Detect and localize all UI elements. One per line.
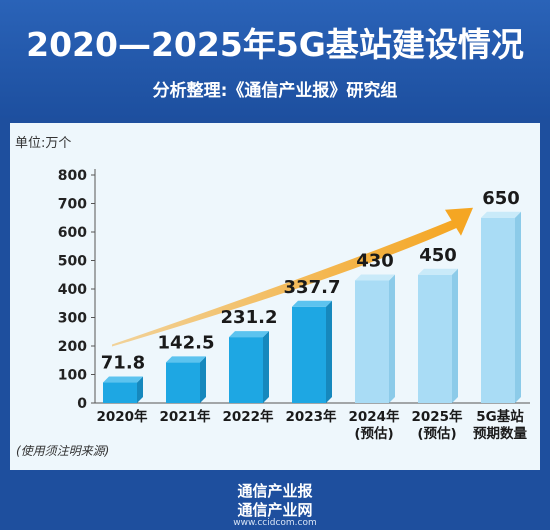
y-tick-label: 0: [77, 396, 87, 412]
bar-top: [355, 274, 395, 281]
x-tick-label: 5G基站: [476, 408, 524, 425]
bar: [103, 376, 143, 403]
data-label: 450: [419, 245, 457, 266]
bar: [292, 300, 332, 403]
bar-side: [263, 331, 269, 403]
bar-side: [452, 268, 458, 403]
bar: [418, 268, 458, 403]
bar: [355, 274, 395, 403]
page-subtitle: 分析整理:《通信产业报》研究组: [152, 81, 398, 101]
chart-panel: 单位:万个 0 100 200 300 400 500 600 700 800 71.8 142.…: [10, 123, 540, 470]
page-title: 2020—2025年5G基站建设情况: [26, 25, 524, 64]
trend-arrow-head: [445, 207, 473, 236]
y-tick-label: 600: [58, 225, 87, 241]
data-label: 231.2: [221, 307, 278, 328]
data-label: 337.7: [284, 277, 341, 298]
bar-face: [292, 306, 326, 403]
x-tick-label: 2023年: [285, 408, 337, 425]
y-tick-label: 700: [58, 197, 87, 213]
bar: [481, 211, 521, 403]
bar-top: [418, 268, 458, 275]
y-tick-label: 300: [58, 311, 87, 327]
x-tick-label: 2020年: [96, 408, 148, 425]
data-label: 650: [482, 188, 520, 209]
bar-top: [481, 211, 521, 218]
bar-face: [166, 362, 200, 403]
bar-face: [229, 337, 263, 403]
bar-face: [103, 382, 137, 403]
data-label: 142.5: [158, 332, 215, 353]
source-note: (使用须注明来源): [16, 444, 110, 458]
bar-face: [481, 217, 515, 403]
data-label: 71.8: [101, 353, 145, 374]
bar-top: [166, 356, 206, 363]
y-tick-label: 100: [58, 368, 87, 384]
bar-top: [229, 331, 269, 338]
bar-side: [515, 211, 521, 403]
unit-label: 单位:万个: [15, 136, 71, 151]
footer-network: 通信产业网: [237, 501, 313, 519]
y-tick-label: 200: [58, 339, 87, 355]
bar-chart: 单位:万个 0 100 200 300 400 500 600 700 800 71.8 142.…: [15, 136, 530, 442]
bar-side: [200, 356, 206, 403]
bar-top: [103, 376, 143, 383]
bar: [229, 331, 269, 403]
data-label: 430: [356, 250, 394, 271]
bar-face: [355, 280, 389, 403]
bar-side: [389, 274, 395, 403]
bar-top: [292, 300, 332, 307]
x-tick-label: 2024年: [348, 408, 400, 425]
y-tick-label: 400: [58, 282, 87, 298]
bar-side: [137, 376, 143, 403]
footer-brand: 通信产业报: [237, 482, 313, 500]
x-tick-label: 预期数量: [473, 425, 527, 442]
bar-side: [326, 300, 332, 403]
y-tick-label: 800: [58, 168, 87, 184]
x-tick-label: 2022年: [222, 408, 274, 425]
header-banner: 2020—2025年5G基站建设情况 分析整理:《通信产业报》研究组: [0, 0, 550, 118]
y-tick-label: 500: [58, 254, 87, 270]
x-tick-label: (预估): [354, 425, 393, 442]
footer-url: www.ccidcom.com: [233, 518, 317, 528]
x-tick-label: 2021年: [159, 408, 211, 425]
bar-face: [418, 274, 452, 403]
x-tick-label: 2025年: [411, 408, 463, 425]
x-tick-label: (预估): [417, 425, 456, 442]
bar: [166, 356, 206, 403]
trend-arrow-body: [112, 219, 457, 347]
